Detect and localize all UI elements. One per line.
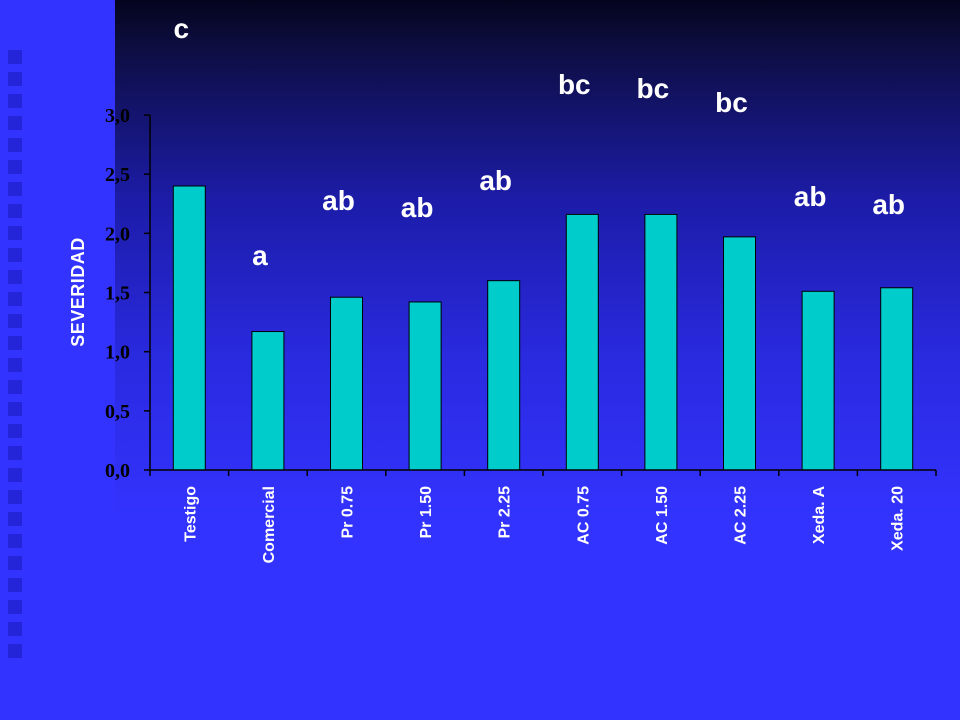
decorative-square — [8, 380, 22, 394]
y-tick-label: 1,0 — [105, 342, 130, 364]
decorative-square — [8, 468, 22, 482]
significance-letter: ab — [479, 165, 512, 196]
bar — [723, 236, 756, 471]
decorative-square — [8, 358, 22, 372]
bar — [172, 185, 206, 471]
bar — [565, 213, 599, 471]
decorative-square — [8, 402, 22, 416]
decorative-square — [8, 72, 22, 86]
bar — [408, 301, 442, 471]
decorative-square — [8, 270, 22, 284]
bar — [801, 290, 835, 471]
significance-letter: ab — [794, 181, 827, 212]
axes-group — [144, 114, 937, 476]
decorative-squares — [8, 50, 28, 670]
decorative-square — [8, 622, 22, 636]
decorative-square — [8, 600, 22, 614]
decorative-square — [8, 512, 22, 526]
decorative-square — [8, 138, 22, 152]
decorative-square — [8, 116, 22, 130]
decorative-square — [8, 292, 22, 306]
y-tick-labels: 0,0 0,5 1,0 1,5 2,0 2,5 3,0 — [105, 105, 130, 482]
y-tick-label: 0,0 — [105, 460, 130, 482]
y-tick-label: 1,5 — [105, 283, 130, 305]
bars-group — [172, 185, 914, 471]
decorative-square — [8, 644, 22, 658]
decorative-square — [8, 94, 22, 108]
significance-letter: ab — [322, 185, 355, 216]
category-label: Xeda. A — [811, 486, 828, 545]
decorative-square — [8, 204, 22, 218]
bar — [487, 280, 521, 471]
decorative-square — [8, 534, 22, 548]
category-label: Pr 2.25 — [497, 486, 514, 539]
significance-letter: ab — [401, 192, 434, 223]
category-labels: Testigo Comercial Pr 0.75 Pr 1.50 Pr 2.25 AC … — [182, 486, 906, 564]
significance-letters: c a ab ab ab bc bc bc ab ab — [174, 13, 906, 271]
decorative-square — [8, 182, 22, 196]
decorative-square — [8, 424, 22, 438]
y-tick-label: 2,5 — [105, 164, 130, 186]
category-label: Xeda. 20 — [890, 486, 907, 551]
decorative-square — [8, 248, 22, 262]
category-label: AC 1.50 — [654, 486, 671, 545]
y-tick-label: 3,0 — [105, 105, 130, 127]
decorative-square — [8, 490, 22, 504]
category-label: Pr 0.75 — [340, 486, 357, 539]
significance-letter: ab — [872, 189, 905, 220]
decorative-square — [8, 446, 22, 460]
category-label: Testigo — [182, 486, 199, 542]
significance-letter: a — [252, 240, 268, 271]
significance-letter: bc — [558, 69, 591, 100]
y-axis-label: SEVERIDAD — [68, 237, 88, 347]
category-label: Pr 1.50 — [418, 486, 435, 539]
category-label: Comercial — [261, 486, 278, 563]
significance-letter: bc — [637, 73, 670, 104]
decorative-square — [8, 314, 22, 328]
bar — [251, 331, 285, 471]
category-label: AC 2.25 — [733, 486, 750, 545]
decorative-square — [8, 50, 22, 64]
category-label: AC 0.75 — [575, 486, 592, 545]
bar — [644, 213, 678, 471]
y-tick-label: 2,0 — [105, 223, 130, 245]
decorative-square — [8, 226, 22, 240]
decorative-square — [8, 556, 22, 570]
bar — [880, 287, 914, 471]
decorative-square — [8, 160, 22, 174]
bar — [330, 296, 363, 471]
significance-letter: bc — [715, 87, 748, 118]
significance-letter: c — [174, 13, 190, 44]
y-tick-label: 0,5 — [105, 401, 130, 423]
decorative-square — [8, 336, 22, 350]
decorative-square — [8, 578, 22, 592]
